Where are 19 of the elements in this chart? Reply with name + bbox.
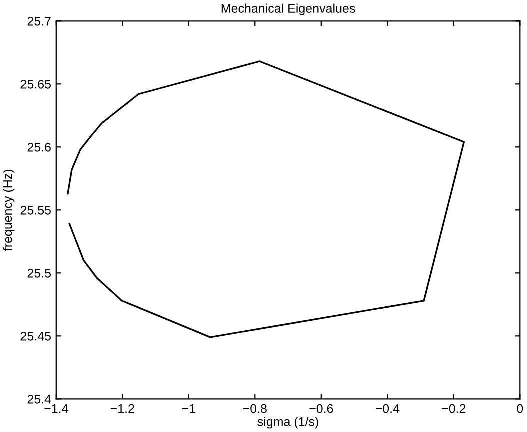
x-tick-label: −0.2 — [442, 404, 466, 414]
y-tick-label: 25.5 — [28, 268, 52, 278]
x-tick-label: −0.4 — [376, 404, 400, 414]
x-tick-label: −1.4 — [44, 404, 68, 414]
x-tick-label: 0 — [517, 404, 524, 414]
y-tick-label: 25.45 — [20, 332, 52, 341]
y-tick-label: 25.55 — [20, 206, 52, 215]
chart-title: Mechanical Eigenvalues — [222, 4, 356, 16]
line-series — [67, 60, 465, 338]
x-tick-label: −0.6 — [310, 404, 334, 414]
y-axis-title: frequency (Hz) — [3, 170, 15, 251]
y-tick-label: 25.65 — [20, 80, 52, 89]
x-tick-label: −0.8 — [243, 404, 267, 414]
x-tick-label: −1 — [182, 404, 196, 414]
y-tick-label: 25.6 — [28, 142, 51, 152]
x-axis-title: sigma (1/s) — [258, 417, 318, 429]
y-tick-label: 25.4 — [28, 394, 52, 404]
y-tick-label: 25.7 — [28, 16, 51, 26]
x-tick-label: −1.2 — [110, 404, 134, 414]
